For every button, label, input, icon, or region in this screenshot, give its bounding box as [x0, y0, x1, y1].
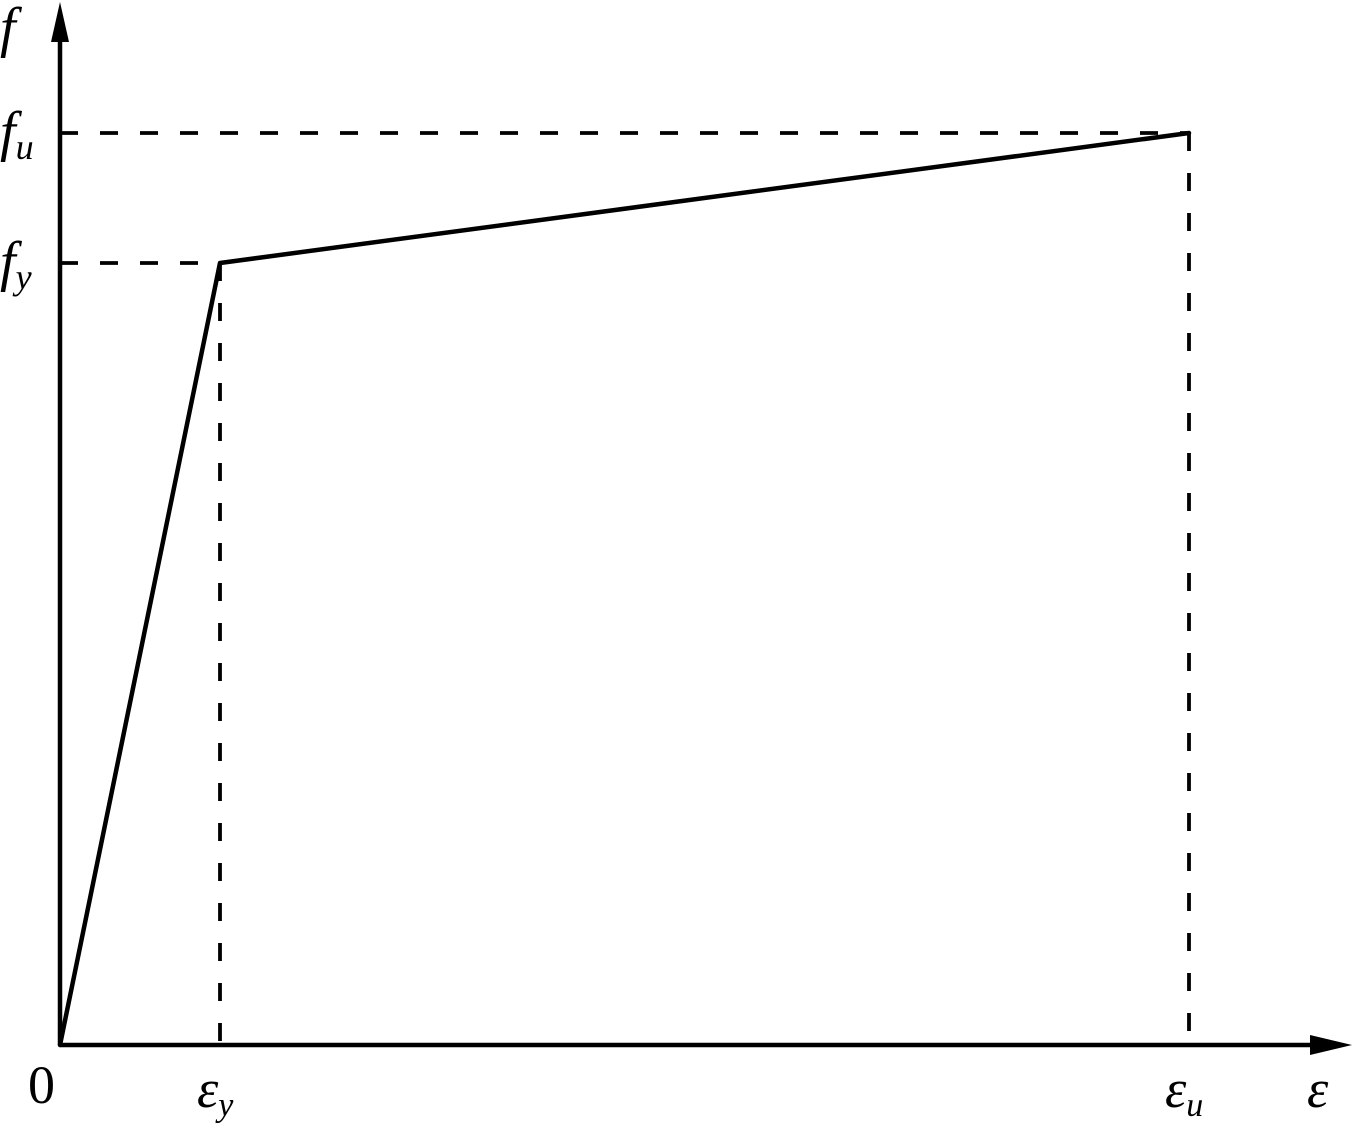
svg-text:0: 0 — [28, 1055, 55, 1115]
svg-text:ε: ε — [1307, 1059, 1329, 1119]
svg-text:f: f — [0, 0, 23, 59]
svg-text:εy: εy — [197, 1059, 234, 1124]
svg-text:εu: εu — [1165, 1059, 1203, 1124]
svg-text:fy: fy — [0, 231, 32, 297]
svg-text:fu: fu — [0, 101, 34, 167]
